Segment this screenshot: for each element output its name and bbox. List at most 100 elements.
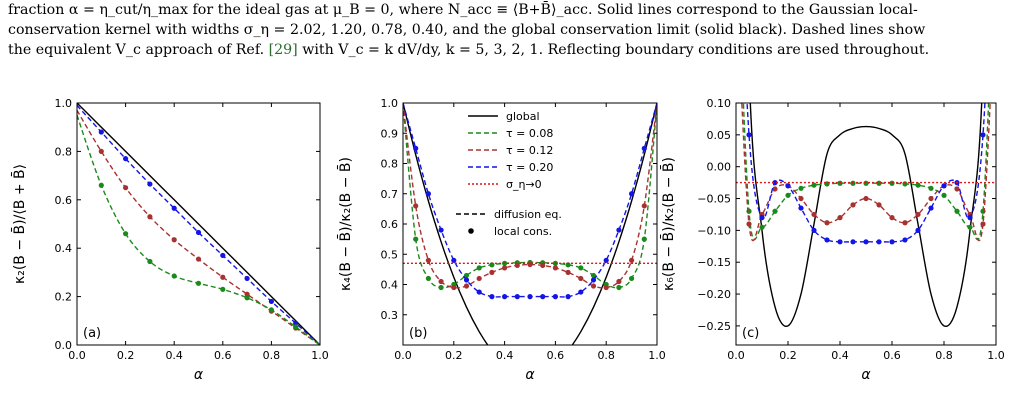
x-tick-label: 0.0 <box>394 349 412 362</box>
legend-label-sigma_limit: σ_η→0 <box>506 178 542 191</box>
y-tick-label: 0.3 <box>381 309 399 322</box>
series-tau_008-point <box>928 185 934 191</box>
series-tau_020-point <box>565 294 571 300</box>
series-tau_008-point <box>489 262 495 268</box>
plot-frame <box>76 102 321 346</box>
series-tau_012-point <box>540 262 546 269</box>
series-tau_020-point <box>552 294 559 300</box>
y-tick-label: 0.6 <box>381 218 399 231</box>
x-axis-label: α <box>194 367 204 383</box>
reference-link[interactable]: [29] <box>268 42 298 58</box>
series-tau_008-point <box>147 258 153 265</box>
plot-frame <box>735 102 997 346</box>
series-tau_012-point <box>98 148 104 154</box>
series-tau_020-point <box>889 239 895 245</box>
caption-line-1: fraction α = η_cut/η_max for the ideal g… <box>8 2 918 18</box>
series-tau_008-point <box>954 208 960 214</box>
y-tick-label: 0.7 <box>381 188 399 201</box>
series-tau_012-point <box>147 214 153 220</box>
x-tick-label: 0.0 <box>68 349 86 362</box>
y-tick-label: −0.15 <box>697 256 731 269</box>
series-tau_020-point <box>967 215 973 221</box>
x-tick-label: 0.0 <box>727 349 745 362</box>
series-tau_008-point <box>476 265 482 271</box>
legend-label-local: local cons. <box>494 225 552 238</box>
series-tau_020-point <box>590 277 597 283</box>
x-tick-label: 1.0 <box>648 349 666 362</box>
series-tau_020-point <box>438 227 444 233</box>
series-tau_020-point <box>915 227 921 233</box>
series-tau_020-point <box>195 229 202 236</box>
series-tau_020-point <box>837 239 843 245</box>
y-tick-label: 0.00 <box>707 161 732 174</box>
series-tau_020-point <box>425 191 431 197</box>
series-tau_008-point <box>811 182 817 188</box>
series-tau_008-point <box>772 208 778 214</box>
legend-swatch-local <box>468 228 474 234</box>
series-tau_008-point <box>759 224 765 230</box>
series-tau_020-point <box>147 181 153 187</box>
series-tau_008-point <box>463 272 470 279</box>
y-tick-label: −0.20 <box>697 288 731 301</box>
series-tau_012-line <box>741 103 991 242</box>
x-tick-label: 1.0 <box>311 349 329 362</box>
series-tau_008-point <box>616 284 622 291</box>
series-tau_012-point <box>850 202 856 208</box>
series-tau_020-point <box>902 237 908 243</box>
panel-a: 0.0 0.2 0.4 0.6 0.8 1.0 0.0 0.2 0.4 0.6 0.8 1.0 (a) α… <box>10 97 328 383</box>
series-tau_020-point <box>514 294 520 300</box>
series-tau_008-point <box>171 273 177 279</box>
series-tau_020-point <box>641 145 647 151</box>
series-tau_012-point <box>220 274 226 280</box>
series-tau_020-point <box>811 227 817 233</box>
series-tau_008-point <box>293 324 299 330</box>
legend-label-tau_008: τ = 0.08 <box>506 127 553 140</box>
y-tick-label: 1.0 <box>381 97 399 110</box>
x-tick-label: 0.8 <box>263 349 281 362</box>
legend-label-global: global <box>506 110 540 123</box>
series-tau_020-point <box>876 239 882 245</box>
y-tick-label: −0.10 <box>697 224 731 237</box>
series-tau_012-point <box>476 275 482 282</box>
series-tau_020-point <box>798 205 804 211</box>
series-tau_008-point <box>578 265 584 271</box>
series-tau_012-point <box>171 237 177 243</box>
x-tick-label: 0.4 <box>165 349 183 362</box>
series-tau_020-point <box>746 132 752 138</box>
caption-line-3-start: the equivalent V_c approach of Ref. <box>8 42 269 58</box>
series-tau_008-point <box>941 192 947 198</box>
x-axis-label: α <box>861 367 871 383</box>
series-tau_020-point <box>463 277 470 283</box>
series-tau_012-point <box>244 291 250 297</box>
panel-label: (a) <box>83 326 101 341</box>
series-tau_020-point <box>476 289 482 295</box>
series-tau_020-point <box>540 294 546 300</box>
series-tau_008-point <box>967 224 973 230</box>
series-tau_020-point <box>220 252 226 259</box>
series-tau_020-point <box>489 294 495 300</box>
series-tau_008-point <box>268 307 274 313</box>
series-tau_020-point <box>171 205 177 211</box>
series-tau_008-point <box>195 280 202 286</box>
series-tau_008-point <box>590 272 597 279</box>
caption-line-3-end: with V_c = k dV/dy, k = 5, 3, 2, 1. Refl… <box>297 42 930 58</box>
series-tau_008-point <box>798 185 804 191</box>
series-tau_012-point <box>889 215 895 221</box>
series-tau_008-point <box>220 286 226 292</box>
series-tau_020-point <box>616 227 622 233</box>
legend-label-diffusion: diffusion eq. <box>494 208 562 221</box>
panel-label: (c) <box>742 326 759 341</box>
y-axis-label: κ₆(B − B̄)/κ₂(B − B̄) <box>659 157 677 291</box>
series-tau_012-point <box>565 269 571 275</box>
series-tau_008-line <box>742 103 990 241</box>
series-tau_012-point <box>746 221 752 227</box>
series-tau_020-point <box>98 129 104 135</box>
series-tau_008-point <box>902 181 908 187</box>
y-tick-label: 0.05 <box>707 129 732 142</box>
y-tick-label: 0.2 <box>55 291 73 304</box>
x-tick-label: 0.4 <box>496 349 514 362</box>
legend-label-tau_012: τ = 0.12 <box>506 144 553 157</box>
y-tick-label: −0.05 <box>697 193 731 206</box>
y-tick-label: 0.4 <box>55 242 73 255</box>
series-tau_012-point <box>413 203 419 209</box>
